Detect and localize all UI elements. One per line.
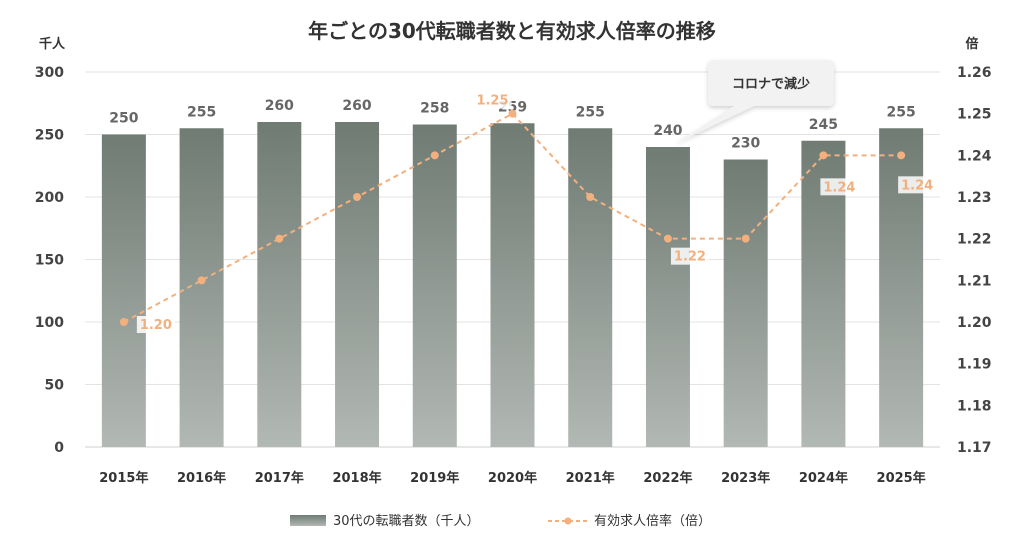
x-tick-label: 2015年 — [99, 470, 148, 486]
bar — [179, 128, 224, 447]
y-right-tick-label: 1.20 — [957, 315, 992, 331]
y-left-tick-label: 250 — [35, 128, 64, 144]
y-right-unit: 倍 — [965, 36, 978, 52]
line-point — [741, 234, 750, 243]
y-right-tick-label: 1.18 — [957, 398, 992, 414]
legend: 30代の転職者数（千人） 有効求人倍率（倍） — [290, 513, 711, 529]
bar — [879, 128, 924, 447]
legend-bar-label: 30代の転職者数（千人） — [333, 514, 480, 529]
y-right-tick-label: 1.22 — [957, 232, 992, 248]
y-right-tick-label: 1.23 — [957, 190, 992, 206]
x-tick-label: 2017年 — [255, 470, 304, 486]
bar-value-label: 255 — [887, 104, 916, 120]
line-value-label-bg — [898, 176, 937, 194]
y-left-tick-label: 100 — [35, 315, 64, 331]
bar — [568, 128, 613, 447]
line-point — [508, 109, 517, 118]
x-tick-label: 2023年 — [721, 470, 770, 486]
callout-bubble — [673, 60, 834, 144]
bar — [101, 134, 146, 447]
x-tick-label: 2021年 — [566, 470, 615, 486]
annotation-callout: コロナで減少 — [673, 60, 834, 144]
legend-line-marker — [564, 517, 572, 525]
line-value-label: 1.20 — [140, 318, 172, 333]
line-value-label: 1.24 — [901, 178, 933, 193]
line-value-label-bg — [670, 247, 709, 265]
bar — [257, 122, 302, 447]
x-tick-label: 2025年 — [877, 470, 926, 486]
line-point — [353, 193, 362, 201]
bar-value-label: 258 — [420, 101, 449, 117]
y-right-tick-label: 1.21 — [957, 273, 992, 289]
line-value-label-bg — [473, 91, 512, 109]
line-point — [586, 193, 595, 201]
line-point — [663, 234, 672, 243]
bar — [412, 124, 457, 447]
callout-text: コロナで減少 — [732, 76, 810, 92]
y-left-tick-label: 0 — [54, 440, 64, 456]
line-value-label-bg — [820, 178, 859, 196]
bar-value-label: 230 — [731, 136, 760, 152]
bar — [335, 122, 380, 447]
bar-value-label: 240 — [653, 123, 682, 139]
line-point — [275, 234, 284, 243]
bar-value-label: 260 — [265, 98, 294, 114]
x-tick-label: 2020年 — [488, 470, 537, 486]
line-point — [197, 276, 206, 285]
y-left-tick-label: 50 — [45, 378, 65, 394]
line-value-label: 1.25 — [476, 94, 508, 109]
bar — [645, 147, 690, 447]
y-right-tick-label: 1.19 — [957, 357, 992, 373]
bar-value-label: 250 — [109, 111, 138, 127]
bar-value-label: 245 — [809, 117, 838, 133]
x-tick-label: 2016年 — [177, 470, 226, 486]
x-tick-label: 2024年 — [799, 470, 848, 486]
bar-value-label: 255 — [187, 104, 216, 120]
y-left-tick-label: 300 — [35, 65, 64, 81]
line-value-label: 1.22 — [674, 250, 706, 265]
y-right-tick-label: 1.17 — [957, 440, 992, 456]
line-series — [119, 109, 906, 326]
y-right-tick-label: 1.26 — [957, 65, 992, 81]
line-point — [819, 151, 828, 160]
line-value-labels: 1.20 1.25 1.22 1.24 1.24 — [136, 91, 937, 333]
line-value-label: 1.24 — [823, 180, 855, 195]
y-right-tick-label: 1.24 — [957, 148, 992, 164]
bar-value-label: 260 — [342, 98, 371, 114]
line-point — [119, 318, 128, 326]
legend-line-label: 有効求人倍率（倍） — [594, 513, 711, 529]
x-tick-label: 2018年 — [332, 470, 381, 486]
y-left-tick-label: 200 — [35, 190, 64, 206]
bar-series — [101, 122, 924, 447]
y-left-tick-label: 150 — [35, 253, 64, 269]
line-point — [430, 151, 439, 160]
x-tick-label: 2022年 — [643, 470, 692, 486]
chart-title: 年ごとの30代転職者数と有効求人倍率の推移 — [308, 19, 716, 43]
y-left-ticks: 0 50 100 150 200 250 300 — [35, 65, 64, 456]
x-tick-label: 2019年 — [410, 470, 459, 486]
bar — [723, 159, 768, 447]
line-path — [123, 112, 902, 323]
y-right-ticks: 1.17 1.18 1.19 1.20 1.21 1.22 1.23 1.24 1.25 1.26 — [957, 65, 992, 456]
x-ticks: 2015年 2016年 2017年 2018年 2019年 2020年 2021年 2022年… — [99, 470, 925, 486]
bar — [490, 123, 535, 447]
legend-bar-swatch — [290, 515, 326, 526]
line-value-label-bg — [136, 316, 175, 333]
line-point — [897, 151, 906, 160]
bar-value-label: 255 — [576, 104, 605, 120]
y-left-unit: 千人 — [39, 36, 66, 52]
y-right-tick-label: 1.25 — [957, 107, 992, 123]
